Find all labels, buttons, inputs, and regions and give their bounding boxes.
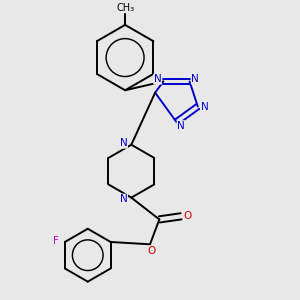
Text: N: N	[177, 121, 185, 131]
Text: N: N	[191, 74, 199, 84]
Text: N: N	[120, 194, 128, 204]
Text: F: F	[53, 236, 59, 246]
Text: N: N	[154, 74, 162, 84]
Text: N: N	[201, 101, 208, 112]
Text: N: N	[120, 138, 128, 148]
Text: O: O	[147, 246, 156, 256]
Text: O: O	[184, 211, 192, 221]
Text: CH₃: CH₃	[116, 3, 134, 13]
